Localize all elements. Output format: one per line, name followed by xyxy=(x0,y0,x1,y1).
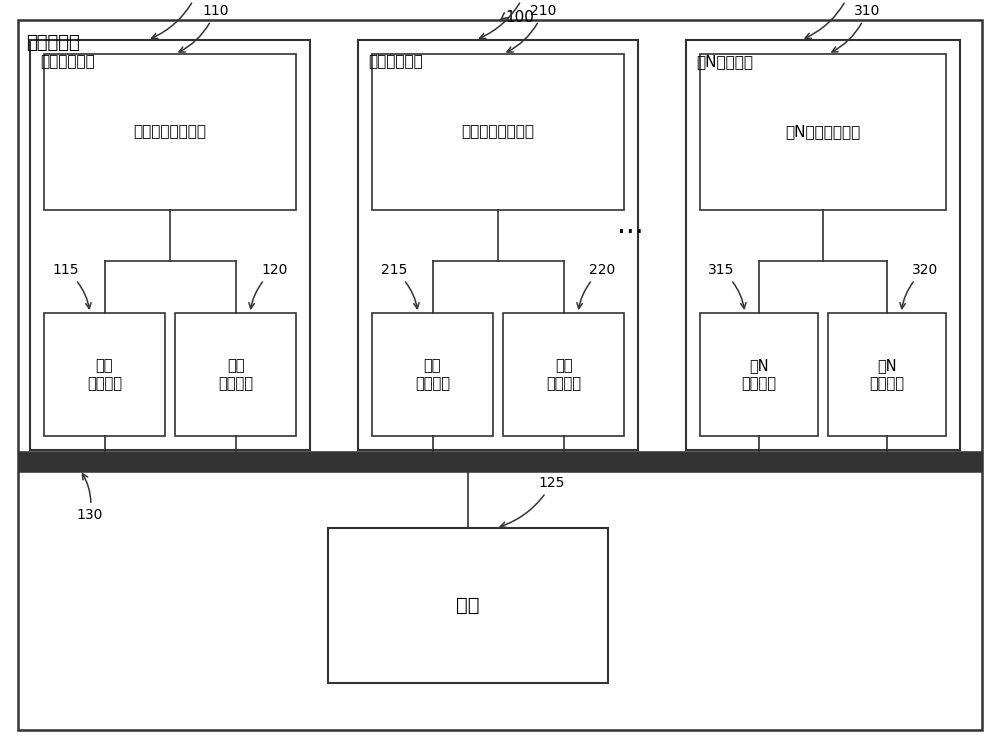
Bar xyxy=(328,528,608,683)
Bar xyxy=(372,313,493,436)
Bar xyxy=(372,54,624,209)
Bar xyxy=(503,313,624,436)
Text: 第二中央处理单元: 第二中央处理单元 xyxy=(462,124,534,139)
Text: 120: 120 xyxy=(249,263,287,309)
Bar xyxy=(358,40,638,450)
Bar xyxy=(700,313,818,436)
Text: 内存: 内存 xyxy=(456,596,480,615)
Bar xyxy=(44,313,165,436)
Text: 第N处理节点: 第N处理节点 xyxy=(696,54,753,69)
Text: 310: 310 xyxy=(832,4,880,52)
Text: 130: 130 xyxy=(77,473,103,522)
Bar xyxy=(44,54,296,209)
Text: 100: 100 xyxy=(500,10,534,25)
Text: 第一
事务缓存: 第一 事务缓存 xyxy=(218,358,253,390)
Text: 105: 105 xyxy=(152,0,211,38)
Bar xyxy=(828,313,946,436)
Text: 210: 210 xyxy=(507,4,557,52)
Text: 125: 125 xyxy=(500,476,565,527)
Text: 220: 220 xyxy=(577,263,615,309)
Bar xyxy=(686,40,960,450)
Text: 205: 205 xyxy=(480,0,539,38)
Text: ···: ··· xyxy=(617,218,643,247)
Text: 315: 315 xyxy=(708,263,746,309)
Text: 305: 305 xyxy=(805,0,864,38)
Text: 第N
通用缓存: 第N 通用缓存 xyxy=(742,358,776,390)
Text: 115: 115 xyxy=(53,263,91,309)
Bar xyxy=(700,54,946,209)
Text: 215: 215 xyxy=(381,263,419,309)
Bar xyxy=(18,454,982,470)
Text: 第二
通用缓存: 第二 通用缓存 xyxy=(415,358,450,390)
Text: 第一
通用缓存: 第一 通用缓存 xyxy=(87,358,122,390)
Bar xyxy=(175,313,296,436)
Text: 320: 320 xyxy=(900,263,938,309)
Text: 第一处理节点: 第一处理节点 xyxy=(40,54,95,69)
Text: 计算机系统: 计算机系统 xyxy=(26,34,80,52)
Text: 第二
事务缓存: 第二 事务缓存 xyxy=(546,358,581,390)
Text: 第N
事务缓存: 第N 事务缓存 xyxy=(870,358,904,390)
Bar xyxy=(30,40,310,450)
Text: 第一中央处理单元: 第一中央处理单元 xyxy=(134,124,207,139)
Text: 第N中央处理单元: 第N中央处理单元 xyxy=(785,124,861,139)
Text: 第二处理节点: 第二处理节点 xyxy=(368,54,423,69)
Text: 110: 110 xyxy=(179,4,229,52)
